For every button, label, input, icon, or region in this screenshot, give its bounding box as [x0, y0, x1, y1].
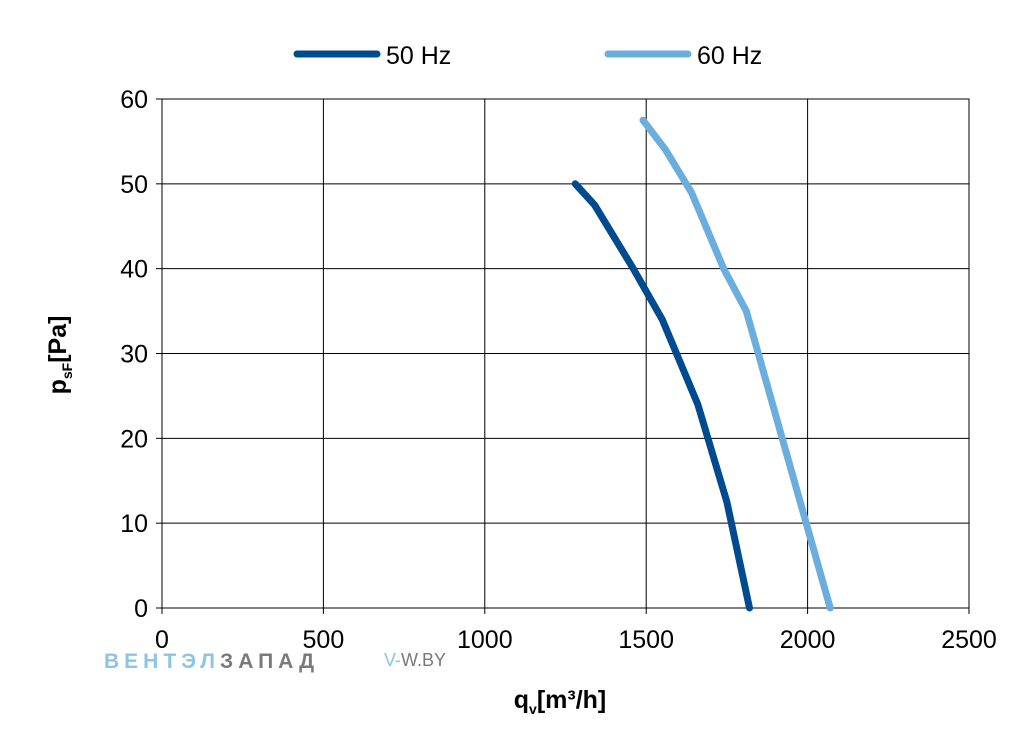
y-tick-label: 20: [120, 425, 148, 453]
series-layer: [571, 116, 834, 612]
watermark-brand: ВЕНТЭЛЗАПАД: [104, 650, 319, 673]
x-axis-label-sub: v: [529, 701, 537, 717]
y-tick-label: 40: [120, 256, 148, 284]
x-tick-label: 0: [155, 626, 169, 654]
y-tick-label: 10: [120, 510, 148, 538]
watermark-site: V-W.BY: [384, 650, 446, 670]
watermark-site-part1: V-: [384, 650, 401, 670]
y-axis-label: psF[Pa]: [44, 316, 75, 395]
x-axis-label-rest: [m³/h]: [537, 686, 606, 714]
y-axis-label-main: p: [44, 379, 72, 394]
x-tick-label: 2000: [780, 626, 836, 654]
x-tick-label: 1500: [618, 626, 674, 654]
y-axis-label-sub: sF: [59, 362, 75, 379]
x-tick-label: 2500: [941, 626, 997, 654]
x-tick-label: 1000: [457, 626, 513, 654]
x-axis-label-main: q: [514, 686, 529, 714]
watermark-site-part2: W.BY: [401, 650, 446, 670]
grid: [156, 98, 970, 614]
legend-label: 60 Hz: [697, 42, 762, 70]
y-tick-labels: 0 10 20 30 40 50 60: [120, 86, 148, 623]
plot-frame: [161, 98, 970, 609]
y-tick-label: 50: [120, 171, 148, 199]
y-tick-label: 60: [120, 86, 148, 114]
y-axis-label-rest: [Pa]: [44, 316, 72, 363]
series-line-60hz: [639, 116, 834, 612]
watermark-brand-part2: ЗАПАД: [220, 650, 319, 673]
legend-label: 50 Hz: [386, 42, 451, 70]
x-tick-label: 500: [303, 626, 345, 654]
series-line-50hz: [571, 180, 753, 612]
watermark-brand-part1: ВЕНТЭЛ: [104, 650, 220, 673]
y-tick-label: 0: [134, 595, 148, 623]
x-tick-labels: 0 500 1000 1500 2000 2500: [155, 626, 997, 654]
legend: 50 Hz 60 Hz: [293, 42, 762, 70]
y-tick-label: 30: [120, 341, 148, 369]
x-axis-label: qv[m³/h]: [514, 686, 607, 717]
